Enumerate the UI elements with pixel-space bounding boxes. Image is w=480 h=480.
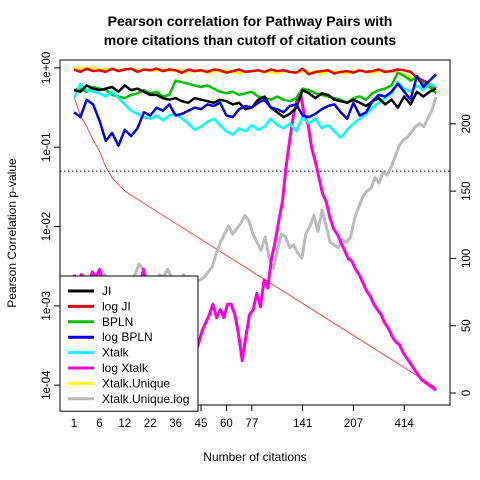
x-tick-label: 207 xyxy=(344,418,363,430)
x-tick-label: 60 xyxy=(220,418,233,430)
chart-title-line-2: more citations than cutoff of citation c… xyxy=(104,32,397,48)
x-tick-label: 6 xyxy=(96,418,102,430)
y-left-tick-label: 1e-01 xyxy=(41,133,53,162)
y-right-tick-label: 50 xyxy=(461,319,473,332)
x-tick-label: 36 xyxy=(169,418,182,430)
y-left-tick-label: 1e-02 xyxy=(41,212,53,241)
legend-label-xtalk: Xtalk xyxy=(102,346,130,360)
series-bpln xyxy=(73,71,437,105)
legend-label-xtalk-unique-log: Xtalk.Unique.log xyxy=(102,392,189,406)
x-tick-label: 141 xyxy=(293,418,312,430)
series-xtalk xyxy=(72,80,437,139)
legend-label-ji: JI xyxy=(102,284,111,298)
legend-label-bpln: BPLN xyxy=(102,315,133,329)
legend-box xyxy=(59,275,199,412)
x-tick-label: 22 xyxy=(144,418,157,430)
series-log-bpln xyxy=(73,73,437,147)
y-axis-right: 0 50 100 150 200 xyxy=(450,114,473,396)
y-axis-left: 1e+00 1e-01 1e-02 1e-03 1e-04 xyxy=(41,52,60,400)
legend-label-xtalk-unique: Xtalk.Unique xyxy=(102,376,170,390)
y-axis-left-label: Pearson Correlation p-value xyxy=(5,158,19,308)
y-right-tick-label: 150 xyxy=(461,182,473,201)
y-left-tick-label: 1e-04 xyxy=(41,370,53,400)
series-thin-red-line xyxy=(73,96,437,388)
legend-label-log-bpln: log BPLN xyxy=(102,330,153,344)
legend-label-log-ji: log JI xyxy=(102,299,131,313)
y-left-tick-label: 1e+00 xyxy=(41,52,53,84)
x-tick-label: 45 xyxy=(195,418,208,430)
plot-area xyxy=(60,65,450,392)
y-right-tick-label: 100 xyxy=(461,249,473,268)
legend-label-log-xtalk: log Xtalk xyxy=(102,361,149,375)
series-log-ji xyxy=(73,67,437,90)
x-tick-label: 12 xyxy=(118,418,131,430)
y-left-tick-label: 1e-03 xyxy=(41,291,53,320)
x-tick-label: 1 xyxy=(71,418,77,430)
x-tick-label: 414 xyxy=(395,418,415,430)
y-right-tick-label: 200 xyxy=(461,114,473,133)
chart-title-line-1: Pearson correlation for Pathway Pairs wi… xyxy=(108,13,393,29)
x-axis-label: Number of citations xyxy=(203,450,306,464)
x-tick-label: 77 xyxy=(245,418,258,430)
plot-frame xyxy=(59,59,451,406)
y-right-tick-label: 0 xyxy=(461,390,473,396)
